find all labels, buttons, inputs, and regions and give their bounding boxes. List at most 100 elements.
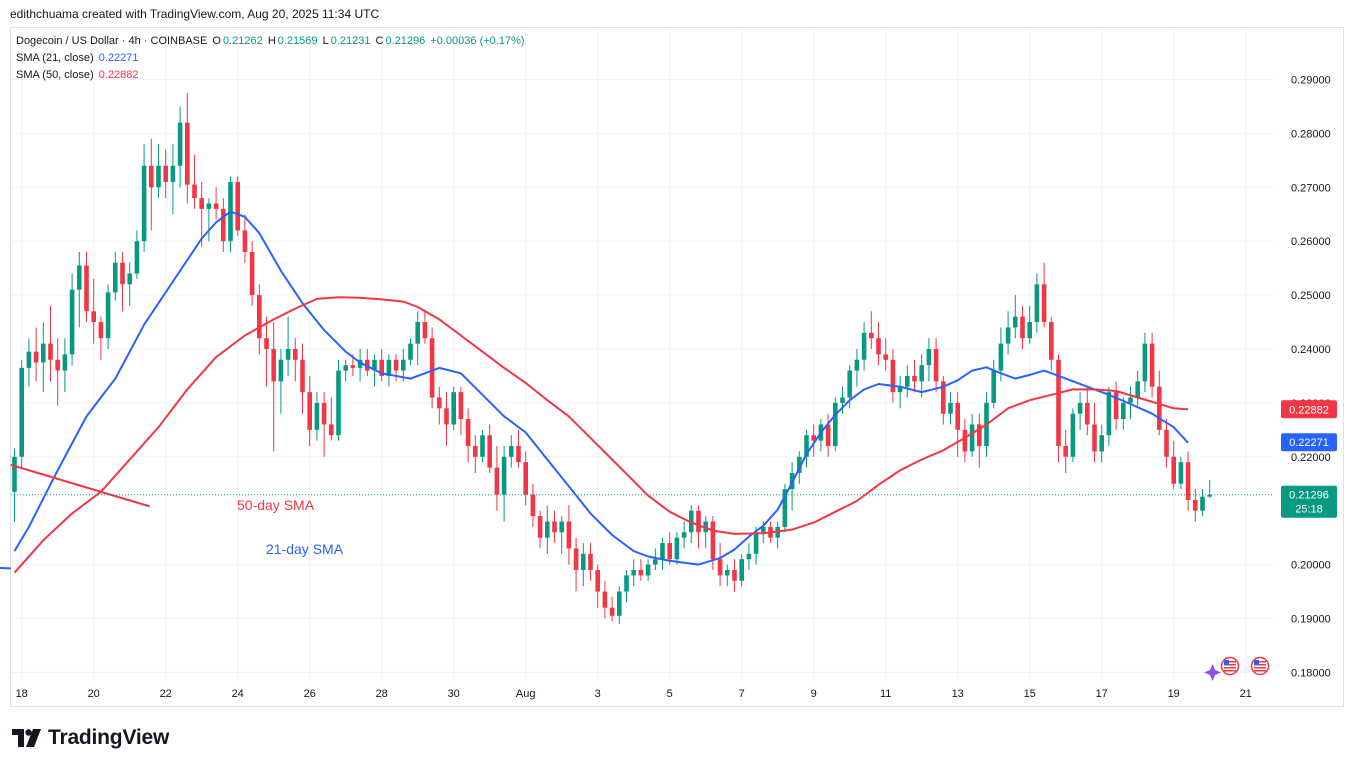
candle-body [624,575,629,592]
x-tick-label: 9 [811,688,817,700]
candle-body [739,559,744,581]
candle-body [689,510,694,533]
candle-down [1171,440,1176,490]
candle-body [69,289,75,355]
candle-body [746,553,752,560]
candle-body [1185,462,1191,500]
candle-body [91,311,96,323]
candle-body [357,359,363,368]
candle-up [854,349,860,387]
candle-up [681,521,687,549]
x-tick-label: 7 [739,688,745,700]
candle-up [401,349,406,382]
x-tick-label: 3 [595,688,601,700]
y-tick-label: 0.24000 [1291,344,1331,356]
y-tick-label: 0.25000 [1291,290,1331,302]
candle-body [120,262,125,285]
candle-up [62,338,68,393]
candle-body [451,392,456,425]
y-tick-label: 0.28000 [1291,128,1331,140]
sma21-legend[interactable]: SMA (21, close) 0.22271 [16,52,140,64]
candle-down [437,386,442,425]
candle-up [386,354,392,387]
candle-body [948,402,953,414]
candle-body [1085,402,1090,425]
candle-up [113,251,118,301]
candle-body [415,322,420,344]
candle-body [271,349,276,382]
candle-body [681,532,687,538]
candle-body [163,165,168,182]
sma50-annotation-line [10,463,150,508]
candle-down [962,419,968,463]
candle-body [501,456,507,495]
candle-body [494,467,500,495]
last-price-tag-box [1281,485,1337,518]
symbol-legend[interactable]: Dogecoin / US Dollar · 4h · COINBASE O 0.… [16,35,527,47]
candle-up [653,548,658,570]
candle-body [1164,429,1169,457]
candle-up [775,521,780,549]
candle-down [1056,354,1061,463]
candle-body [905,375,910,387]
candle-up [1142,332,1148,393]
candle-down [566,505,572,565]
candle-body [300,359,305,393]
candle-down [1185,451,1191,511]
candle-body [761,526,766,533]
candle-body [105,292,111,339]
candle-body [264,338,269,349]
candle-down [242,214,248,263]
x-tick-label: 30 [448,688,460,700]
candle-body [26,351,32,368]
candle-up [926,338,932,382]
candle-body [552,521,557,533]
candle-up [408,338,413,366]
candle-body [588,553,593,570]
candle-up [1005,311,1011,355]
candle-down [1113,381,1119,430]
candle-down [696,505,701,549]
candle-body [545,521,550,538]
tradingview-logo[interactable]: TradingView [12,726,169,750]
candle-body [645,564,651,576]
candle-up [1077,392,1083,430]
flag-canton [1254,660,1259,665]
candle-body [1142,343,1148,382]
candle-down [494,446,500,511]
candle-up [631,559,636,587]
candle-down [883,338,888,371]
x-tick-label: 24 [232,688,244,700]
candle-down [890,349,896,403]
candle-down [379,349,384,382]
candle-body [1077,402,1083,414]
candle-body [285,349,291,360]
candle-body [12,456,17,492]
us-flag-event-icon [1220,656,1240,676]
candle-up [1121,397,1126,430]
flag-stripe [1254,670,1266,672]
candle-up [1207,480,1212,499]
close-value: 0.21296 [385,35,426,47]
candle-body [991,370,996,403]
candle-body [321,402,327,425]
candle-body [1027,322,1032,339]
candle-up [674,532,680,565]
candle-up [451,386,456,430]
candle-down [444,392,449,447]
symbol-title: Dogecoin / US Dollar · 4h · COINBASE [16,35,208,47]
y-tick-label: 0.29000 [1291,75,1331,87]
flag-stripe [1254,661,1266,663]
y-tick-label: 0.18000 [1291,667,1331,679]
candle-body [156,165,161,188]
candle-up [746,543,752,570]
candle-body [1070,413,1076,457]
candle-body [1128,397,1133,403]
candle-body [1135,381,1140,398]
candle-body [1149,343,1155,387]
sma50-legend[interactable]: SMA (50, close) 0.22882 [16,69,140,81]
candle-body [804,435,809,457]
sma21-price-tag: 0.22271 [1281,433,1337,452]
candle-body [782,489,788,527]
